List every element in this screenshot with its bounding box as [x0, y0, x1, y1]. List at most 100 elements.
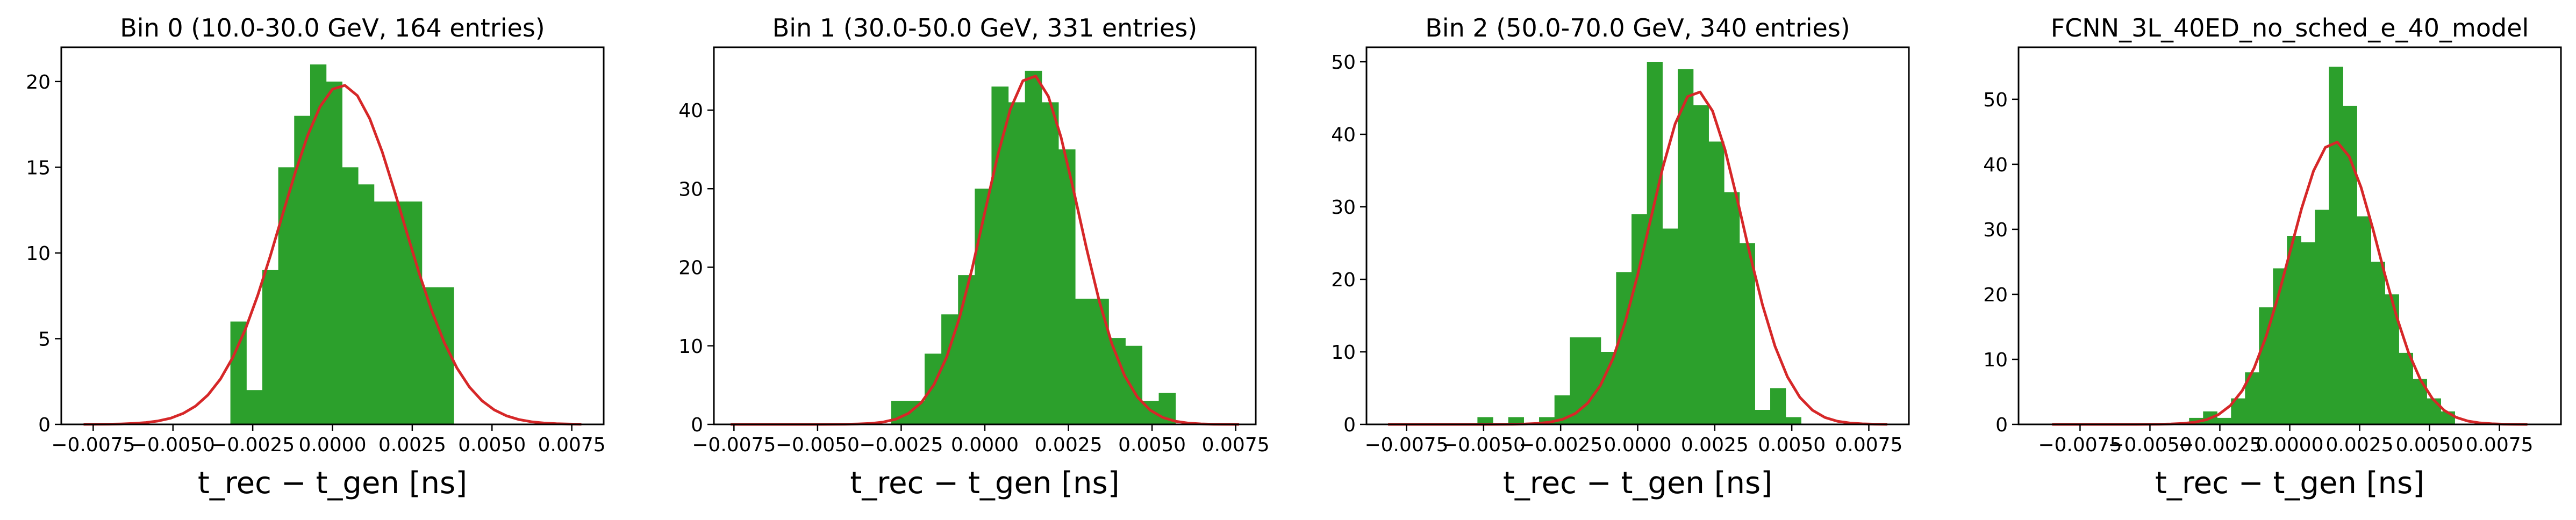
histogram-bar: [1693, 105, 1709, 424]
chart-title: Bin 0 (10.0-30.0 GeV, 164 entries): [120, 13, 545, 42]
y-tick-label: 10: [26, 243, 51, 265]
histogram-bar: [1041, 102, 1059, 424]
histogram-bar: [1724, 192, 1740, 424]
y-tick-label: 0: [38, 414, 51, 436]
y-tick-label: 10: [678, 336, 703, 358]
histogram-bar: [278, 167, 295, 424]
histogram-bar: [2301, 242, 2315, 424]
y-tick-label: 50: [1983, 89, 2008, 111]
y-tick-label: 5: [38, 328, 51, 350]
histogram-bar: [1785, 417, 1801, 424]
y-tick-label: 30: [1983, 219, 2008, 241]
histogram-bar: [1678, 69, 1694, 424]
histogram-bar: [374, 201, 390, 424]
y-tick-label: 0: [1343, 414, 1356, 436]
x-tick-label: −0.0025: [211, 434, 295, 456]
x-tick-label: −0.0050: [776, 434, 860, 456]
x-tick-label: −0.0050: [131, 434, 215, 456]
y-tick-label: 0: [1995, 414, 2008, 436]
histogram-bar: [1058, 149, 1076, 424]
histogram-bar: [1708, 141, 1725, 424]
histogram-bar: [2427, 398, 2441, 424]
x-axis-label: t_rec − t_gen [ns]: [198, 466, 467, 501]
histogram-bar: [1092, 299, 1109, 424]
histogram-bar: [262, 270, 279, 424]
x-tick-label: −0.0075: [1364, 434, 1448, 456]
histogram-bar: [326, 81, 342, 424]
histogram-bar: [1647, 62, 1663, 424]
histogram-bar: [2273, 268, 2287, 424]
x-tick-label: −0.0075: [2038, 434, 2122, 456]
x-tick-label: 0.0050: [1758, 434, 1826, 456]
histogram-bar: [246, 390, 263, 424]
histogram-bar: [2399, 352, 2413, 424]
histogram-bar: [1025, 70, 1042, 424]
x-axis-label: t_rec − t_gen [ns]: [1503, 466, 1772, 501]
histogram-bar: [294, 115, 311, 425]
x-tick-label: 0.0050: [1118, 434, 1186, 456]
histogram-bar: [1600, 352, 1616, 424]
histogram-bar: [230, 321, 247, 424]
histogram-bar: [2287, 236, 2301, 424]
histogram-bar: [1008, 102, 1026, 424]
x-tick-label: −0.0050: [2108, 434, 2192, 456]
y-tick-label: 50: [1331, 52, 1356, 74]
histogram-bar: [1616, 272, 1632, 424]
histogram-bar: [2259, 307, 2273, 424]
histogram-bar: [390, 201, 406, 424]
y-tick-label: 40: [1983, 154, 2008, 176]
x-tick-label: −0.0075: [51, 434, 135, 456]
x-tick-label: −0.0025: [1519, 434, 1602, 456]
x-tick-label: 0.0000: [951, 434, 1019, 456]
x-tick-label: 0.0000: [1604, 434, 1672, 456]
x-tick-label: 0.0000: [299, 434, 367, 456]
x-tick-label: −0.0050: [1442, 434, 1526, 456]
histogram-bar: [991, 86, 1009, 424]
x-tick-label: 0.0050: [2396, 434, 2464, 456]
y-tick-label: 0: [691, 414, 703, 436]
histogram-bar: [357, 184, 375, 424]
chart-title: Bin 2 (50.0-70.0 GeV, 340 entries): [1425, 13, 1850, 42]
histogram-bar: [1585, 337, 1601, 424]
y-tick-label: 20: [678, 257, 703, 279]
panel-1: −0.0075 −0.0050 −0.0025 0.0000 0.0025 0.0050 0…: [678, 13, 1269, 501]
histogram-bar: [2329, 67, 2343, 424]
x-axis-label: t_rec − t_gen [ns]: [2155, 466, 2424, 501]
y-tick-label: 10: [1331, 342, 1356, 364]
x-tick-label: 0.0075: [1202, 434, 1270, 456]
x-tick-label: −0.0025: [2178, 434, 2262, 456]
x-tick-label: 0.0025: [2326, 434, 2394, 456]
x-tick-label: −0.0075: [692, 434, 776, 456]
histogram-bar: [1770, 388, 1786, 424]
y-tick-label: 30: [1331, 197, 1356, 219]
histogram-bar: [2315, 210, 2329, 424]
histogram-bar: [925, 353, 942, 424]
y-tick-label: 20: [1331, 269, 1356, 291]
x-tick-label: 0.0025: [378, 434, 446, 456]
x-tick-label: 0.0050: [458, 434, 526, 456]
y-tick-label: 40: [678, 100, 703, 122]
histogram-bar: [2217, 417, 2231, 424]
y-tick-label: 40: [1331, 124, 1356, 146]
y-tick-label: 15: [26, 157, 51, 179]
x-tick-label: −0.0025: [859, 434, 943, 456]
panel-0: −0.0075−0.0050−0.0025 0.0000 0.0025 0.0050 0…: [26, 13, 605, 501]
histogram-bar: [1739, 243, 1755, 424]
y-tick-label: 10: [1983, 349, 2008, 371]
panel-2: −0.0075−0.0050−0.0025 0.0000 0.0025 0.0050 0…: [1331, 13, 1910, 501]
histogram-bar: [2343, 105, 2357, 424]
y-tick-label: 20: [1983, 284, 2008, 306]
histogram-bar: [342, 167, 359, 424]
histogram-bar: [421, 287, 438, 424]
chart-title: FCNN_3L_40ED_no_sched_e_40_model: [2051, 13, 2529, 42]
histogram-bar: [1108, 338, 1126, 424]
histogram-bar: [975, 189, 992, 424]
y-tick-label: 30: [678, 178, 703, 200]
histogram-bar: [2371, 262, 2385, 424]
y-tick-label: 20: [26, 71, 51, 93]
x-axis-label: t_rec − t_gen [ns]: [850, 466, 1119, 501]
gaussian-fit-line: [83, 84, 582, 426]
histogram-bar: [310, 64, 327, 425]
